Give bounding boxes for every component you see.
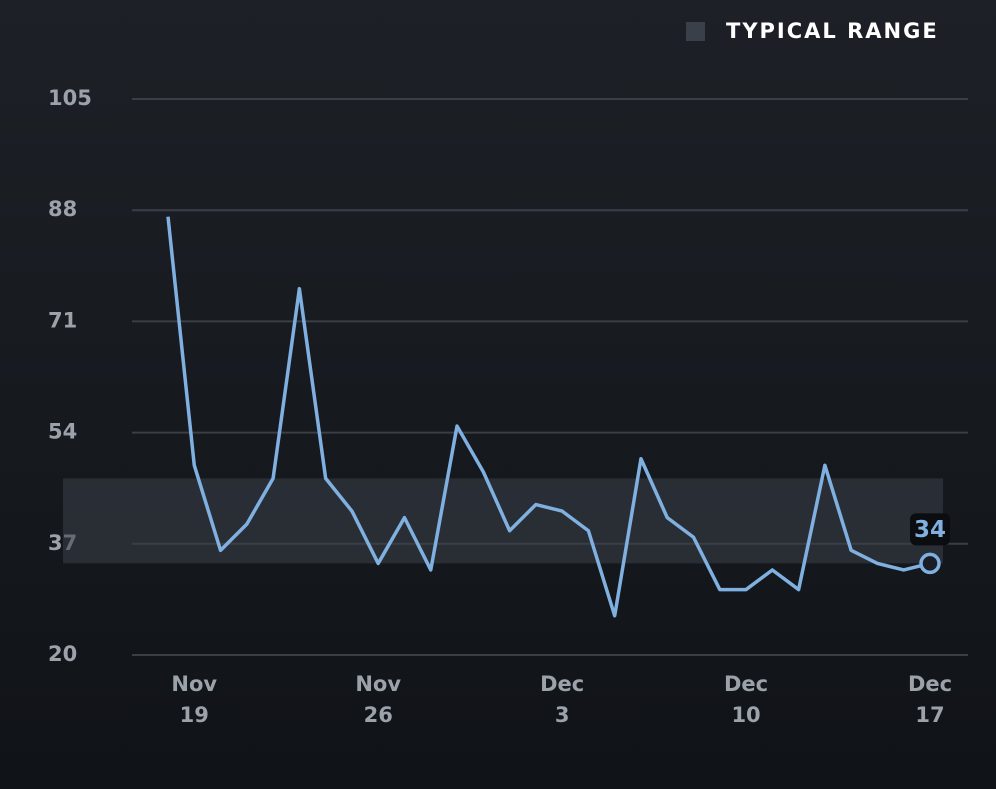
y-tick-label: 71 [48,308,77,332]
x-tick-label: Nov 26 [355,672,402,727]
y-tick-label: 88 [48,197,77,221]
last-point [919,552,941,575]
typical-range-band [63,478,943,564]
value-label-bg [910,513,950,546]
line [166,216,931,618]
legend-label: TYPICAL RANGE [726,19,939,43]
x-tick-label: Nov 19 [171,672,218,727]
y-tick-label: 54 [48,420,77,444]
y-tick-label: 105 [48,86,92,110]
x-tick-label: Dec 3 [540,672,585,727]
value-label: 34 [914,517,946,543]
x-tick-label: Dec 17 [907,672,953,727]
y-tick-label: 20 [48,642,77,666]
legend-swatch [686,22,705,41]
x-tick-label: Dec 10 [724,672,769,727]
